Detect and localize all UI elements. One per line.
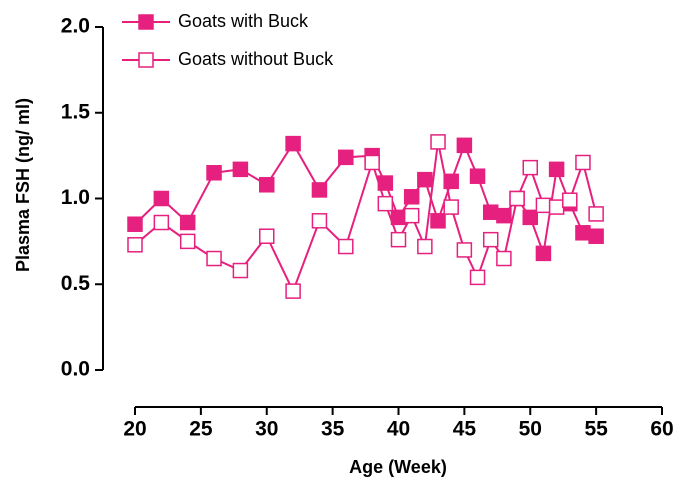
data-point [509, 190, 525, 207]
x-axis-label: Age (Week) [349, 457, 447, 477]
x-tick-label: 40 [387, 418, 410, 441]
data-point [206, 165, 222, 181]
data-point [482, 204, 499, 220]
data-point [522, 209, 538, 226]
data-point [456, 242, 473, 258]
data-point [417, 171, 433, 188]
data-point [522, 159, 538, 176]
y-tick-label: 2.0 [61, 15, 90, 38]
data-point [338, 149, 354, 166]
data-point [535, 197, 552, 214]
data-point [575, 225, 591, 241]
data-point [179, 233, 196, 250]
data-point [548, 161, 565, 178]
data-point [285, 283, 301, 299]
data-point [153, 190, 170, 207]
x-tick-label: 25 [189, 418, 213, 441]
y-axis-label: Plasma FSH (ng/ ml) [13, 98, 33, 272]
data-point [548, 199, 565, 215]
data-point [179, 214, 196, 231]
data-point [285, 135, 301, 152]
data-point [562, 192, 578, 208]
data-point [206, 250, 222, 267]
data-point [496, 250, 512, 267]
data-point [496, 207, 512, 224]
data-point [403, 207, 420, 224]
data-point [417, 238, 433, 255]
legend-marker [138, 52, 154, 68]
x-tick-label: 60 [650, 418, 673, 441]
data-point [430, 134, 446, 150]
data-point [443, 199, 459, 215]
y-tick-label: 1.5 [61, 100, 91, 123]
legend-marker [138, 14, 154, 30]
data-point [482, 231, 499, 248]
data-point [469, 269, 486, 286]
data-point [588, 228, 604, 244]
data-point [338, 238, 354, 255]
data-point [127, 237, 143, 253]
data-point [364, 154, 380, 171]
data-point [127, 216, 143, 232]
x-tick-label: 55 [584, 418, 608, 441]
legend-label: Goats without Buck [178, 49, 334, 69]
y-tick-label: 0.5 [61, 272, 91, 295]
data-point [456, 137, 473, 154]
data-point [153, 214, 170, 231]
x-tick-label: 45 [453, 418, 477, 441]
legend-label: Goats with Buck [178, 11, 309, 31]
data-point [403, 189, 420, 205]
data-point [575, 154, 591, 171]
data-point [377, 195, 394, 212]
x-tick-label: 35 [321, 418, 345, 441]
y-tick-label: 1.0 [61, 186, 90, 209]
x-tick-label: 30 [255, 418, 278, 441]
data-point [232, 161, 249, 178]
data-point [443, 173, 459, 190]
x-tick-label: 20 [123, 418, 146, 441]
y-tick-label: 0.0 [61, 358, 90, 381]
data-point [390, 209, 407, 226]
data-point [377, 175, 394, 191]
data-point [588, 206, 604, 222]
data-point [259, 228, 275, 244]
data-point [390, 231, 407, 248]
data-point [311, 213, 328, 229]
x-tick-label: 50 [519, 418, 542, 441]
data-point [430, 213, 446, 229]
data-point [469, 168, 486, 184]
data-point [259, 177, 275, 193]
data-point [535, 245, 552, 262]
data-point [232, 262, 249, 279]
data-point [311, 182, 328, 198]
